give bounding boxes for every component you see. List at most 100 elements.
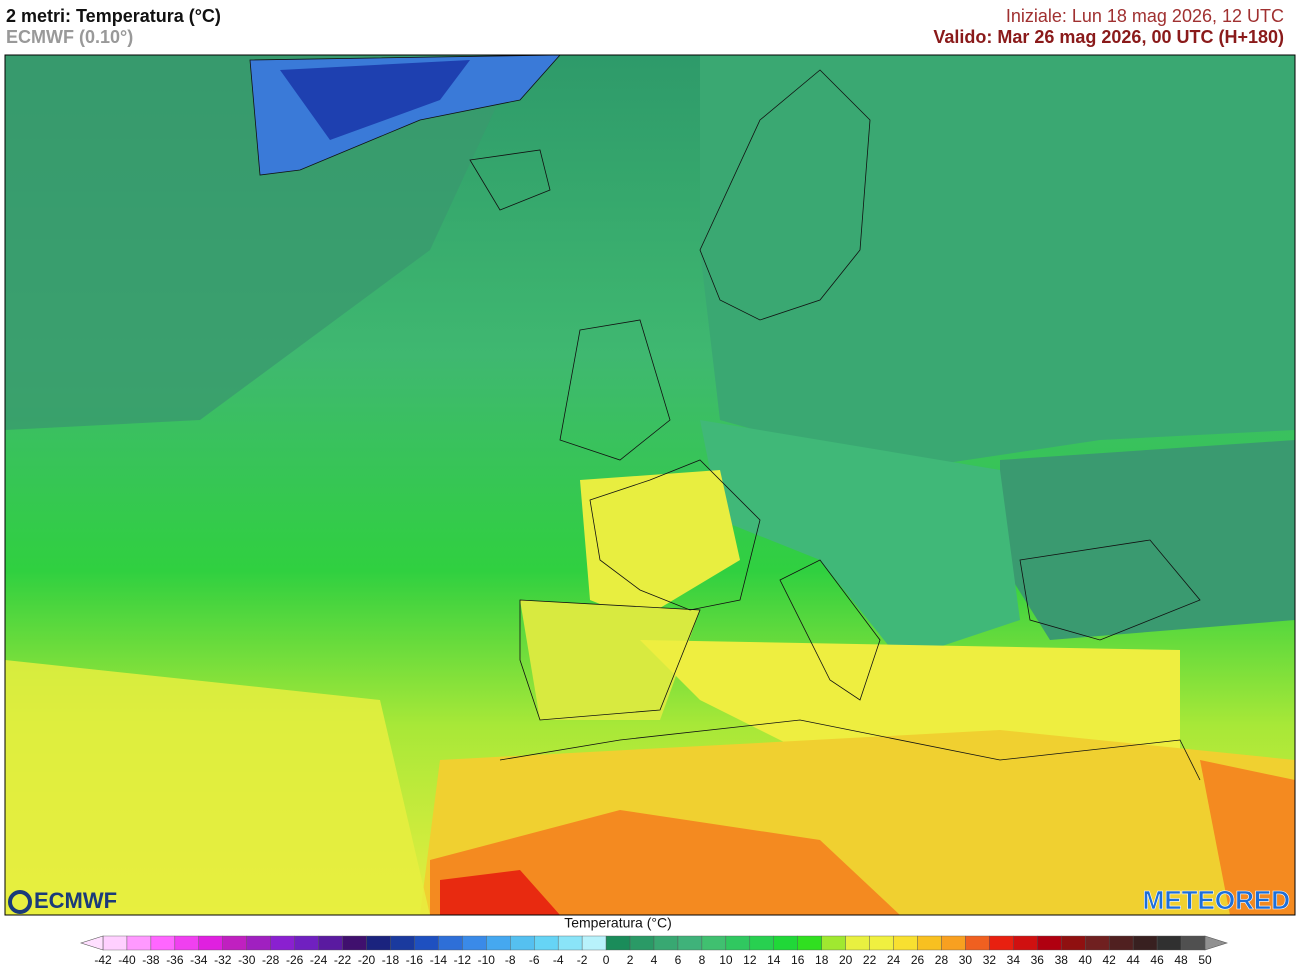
colorbar-tick-label: 20 xyxy=(839,953,853,967)
colorbar-cell xyxy=(677,935,703,951)
colorbar-cell xyxy=(318,935,343,951)
colorbar-cell xyxy=(797,935,822,951)
colorbar-tick-label: 46 xyxy=(1150,953,1164,967)
colorbar-cell xyxy=(1180,935,1206,951)
colorbar-tick-label: 24 xyxy=(887,953,901,967)
colorbar-cell xyxy=(414,935,439,951)
colorbar: -42 -40 -38 -36 -34 -32 -30 -28 -26 -24 -22 -20 -18-… xyxy=(80,935,1228,967)
colorbar-tick-label: 16 xyxy=(791,953,805,967)
colorbar-cell xyxy=(174,935,200,951)
colorbar-cell xyxy=(198,935,223,951)
colorbar-cell xyxy=(510,935,535,951)
colorbar-tick-label: -20 xyxy=(358,953,376,967)
colorbar-cell xyxy=(821,935,846,951)
ecmwf-logo: ECMWF xyxy=(34,888,117,913)
colorbar-tick-label: 8 xyxy=(699,953,706,967)
colorbar-tick-label: -10 xyxy=(478,953,496,967)
colorbar-cell xyxy=(653,935,679,951)
title: 2 metri: Temperatura (°C) xyxy=(6,6,221,26)
colorbar-cell xyxy=(869,935,894,951)
colorbar-tick-label: -38 xyxy=(142,953,160,967)
colorbar-tick-label: 42 xyxy=(1102,953,1116,967)
colorbar-tick-label: 36 xyxy=(1031,953,1045,967)
colorbar-tick-label: -34 xyxy=(190,953,208,967)
colorbar-tick-label: 28 xyxy=(935,953,949,967)
colorbar-tick-label: -16 xyxy=(406,953,424,967)
colorbar-cell xyxy=(150,935,176,951)
colorbar-under xyxy=(80,935,104,951)
map-frame xyxy=(4,54,1296,916)
colorbar-tick-label: 6 xyxy=(675,953,682,967)
colorbar-cell xyxy=(893,935,918,951)
colorbar-tick-label: -8 xyxy=(505,953,516,967)
colorbar-cell xyxy=(366,935,391,951)
colorbar-tick-label: -28 xyxy=(262,953,280,967)
colorbar-tick-label: -30 xyxy=(238,953,256,967)
colorbar-cell xyxy=(917,935,942,951)
colorbar-tick-label: -22 xyxy=(334,953,352,967)
colorbar-tick-label: 4 xyxy=(651,953,658,967)
colorbar-cell xyxy=(1132,935,1158,951)
colorbar-cell xyxy=(270,935,295,951)
colorbar-tick-label: -26 xyxy=(286,953,304,967)
colorbar-tick-label: 34 xyxy=(1007,953,1021,967)
colorbar-cell xyxy=(773,935,798,951)
colorbar-cell xyxy=(989,935,1014,951)
colorbar-cell xyxy=(557,935,583,951)
colorbar-tick-label: -40 xyxy=(118,953,136,967)
colorbar-cell xyxy=(1061,935,1086,951)
map xyxy=(5,55,1295,915)
colorbar-tick-label: 50 xyxy=(1198,953,1212,967)
colorbar-tick-label: 22 xyxy=(863,953,877,967)
colorbar-tick-label: -42 xyxy=(94,953,112,967)
colorbar-cell xyxy=(1013,935,1038,951)
colorbar-tick-label: 26 xyxy=(911,953,925,967)
colorbar-cell xyxy=(965,935,990,951)
valid-time: Valido: Mar 26 mag 2026, 00 UTC (H+180) xyxy=(933,27,1284,47)
colorbar-cell xyxy=(126,935,152,951)
colorbar-cell xyxy=(1108,935,1134,951)
meteored-logo: METEORED xyxy=(1143,885,1290,915)
colorbar-tick-label: -4 xyxy=(553,953,564,967)
colorbar-tick-label: 44 xyxy=(1126,953,1140,967)
colorbar-cell xyxy=(222,935,247,951)
colorbar-cell xyxy=(581,935,607,951)
colorbar-tick-label: 12 xyxy=(743,953,757,967)
ecmwf-logo-icon xyxy=(8,890,32,914)
colorbar-cell xyxy=(486,935,511,951)
colorbar-tick-label: 40 xyxy=(1079,953,1093,967)
colorbar-label: Temperatura (°C) xyxy=(564,915,672,931)
subtitle: ECMWF (0.10°) xyxy=(6,27,133,47)
colorbar-tick-label: 18 xyxy=(815,953,829,967)
colorbar-cell xyxy=(725,935,751,951)
colorbar-cell xyxy=(246,935,271,951)
colorbar-cell xyxy=(749,935,774,951)
colorbar-tick-label: -36 xyxy=(166,953,184,967)
colorbar-cell xyxy=(1156,935,1182,951)
colorbar-over xyxy=(1204,935,1228,951)
colorbar-tick-label: 14 xyxy=(767,953,781,967)
colorbar-cell xyxy=(701,935,727,951)
colorbar-tick-label: -2 xyxy=(577,953,588,967)
colorbar-cell xyxy=(102,935,128,951)
init-time: Iniziale: Lun 18 mag 2026, 12 UTC xyxy=(1006,6,1284,26)
colorbar-tick-label: 10 xyxy=(719,953,733,967)
colorbar-cell xyxy=(342,935,367,951)
colorbar-cell xyxy=(1037,935,1062,951)
colorbar-tick-label: 0 xyxy=(603,953,610,967)
colorbar-tick-label: 48 xyxy=(1174,953,1188,967)
colorbar-tick-label: -12 xyxy=(454,953,472,967)
colorbar-cell xyxy=(941,935,966,951)
colorbar-tick-label: 32 xyxy=(983,953,997,967)
colorbar-cell xyxy=(629,935,655,951)
colorbar-cell xyxy=(438,935,463,951)
colorbar-tick-label: 38 xyxy=(1055,953,1069,967)
colorbar-tick-label: -32 xyxy=(214,953,232,967)
colorbar-cell xyxy=(462,935,487,951)
colorbar-tick-label: -24 xyxy=(310,953,328,967)
colorbar-cell xyxy=(1085,935,1110,951)
colorbar-cell xyxy=(845,935,870,951)
colorbar-tick-label: -6 xyxy=(529,953,540,967)
colorbar-tick-label: -14 xyxy=(430,953,448,967)
